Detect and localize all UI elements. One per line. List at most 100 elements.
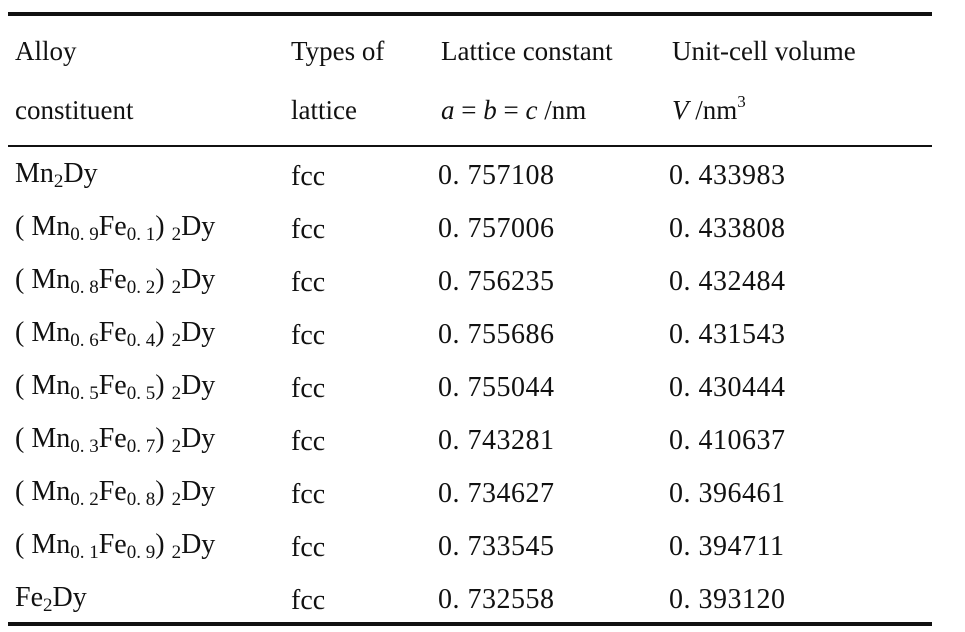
subscript: 0. 3: [70, 436, 99, 457]
equals-sign: =: [496, 95, 526, 125]
element-symbol: Fe: [15, 582, 43, 613]
alloy-cell: Mn2Dy: [15, 158, 98, 192]
symbol-c: c: [525, 95, 538, 125]
paren-open: (: [15, 529, 32, 560]
subscript: 0. 5: [70, 383, 99, 404]
paren-close: ): [155, 476, 172, 507]
volume-cell: 0. 393120: [669, 584, 786, 615]
paren-open: (: [15, 423, 32, 454]
paren-close: ): [155, 264, 172, 295]
alloy-cell: ( Mn0. 1Fe0. 9) 2Dy: [15, 529, 215, 563]
header-lattice-type-line2: lattice: [291, 95, 357, 125]
element-symbol: Mn: [31, 476, 71, 507]
element-symbol: Fe: [98, 476, 127, 507]
subscript: 0. 6: [70, 330, 99, 351]
equals-sign: =: [454, 95, 484, 125]
lattice-type-cell: fcc: [291, 267, 326, 298]
element-symbol: Mn: [31, 317, 71, 348]
table-top-rule: [8, 12, 932, 16]
volume-cell: 0. 433808: [669, 213, 786, 244]
volume-cell: 0. 430444: [669, 372, 786, 403]
paren-close: ): [155, 529, 172, 560]
symbol-a: a: [441, 95, 455, 125]
header-lattice-constant-line1: Lattice constant: [441, 36, 613, 66]
paren-close: ): [155, 370, 172, 401]
header-rule: [8, 145, 932, 147]
subscript: 2: [171, 383, 182, 404]
volume-cell: 0. 431543: [669, 319, 786, 350]
subscript: 2: [171, 277, 182, 298]
subscript: 0. 1: [70, 542, 99, 563]
subscript: 0. 2: [126, 277, 156, 298]
subscript: 2: [171, 330, 182, 351]
element-symbol: Mn: [15, 158, 54, 189]
header-volume-line2: V /nm3: [672, 93, 746, 125]
lattice-constant-cell: 0. 755044: [438, 372, 555, 403]
subscript: 2: [171, 436, 182, 457]
header-lattice-type-line1: Types of: [291, 36, 385, 66]
paren-close: ): [155, 317, 172, 348]
element-symbol: Fe: [98, 423, 127, 454]
subscript: 0. 9: [126, 542, 156, 563]
subscript: 2: [171, 224, 182, 245]
subscript: 0. 9: [70, 224, 99, 245]
lattice-constant-cell: 0. 757108: [438, 160, 555, 191]
subscript: 2: [43, 595, 53, 616]
paren-open: (: [15, 370, 32, 401]
volume-cell: 0. 396461: [669, 478, 786, 509]
alloy-cell: Fe2Dy: [15, 582, 87, 616]
element-symbol: Dy: [63, 158, 98, 189]
subscript: 0. 4: [126, 330, 156, 351]
element-symbol: Dy: [181, 423, 216, 454]
paren-open: (: [15, 317, 32, 348]
lattice-constant-cell: 0. 733545: [438, 531, 555, 562]
lattice-type-cell: fcc: [291, 214, 326, 245]
element-symbol: Mn: [31, 529, 71, 560]
element-symbol: Mn: [31, 211, 71, 242]
subscript: 2: [171, 489, 182, 510]
alloy-cell: ( Mn0. 2Fe0. 8) 2Dy: [15, 476, 215, 510]
table-bottom-rule: [8, 622, 932, 626]
alloy-cell: ( Mn0. 8Fe0. 2) 2Dy: [15, 264, 215, 298]
header-alloy-line2: constituent: [15, 95, 134, 125]
volume-cell: 0. 432484: [669, 266, 786, 297]
lattice-constant-cell: 0. 732558: [438, 584, 555, 615]
element-symbol: Mn: [31, 264, 71, 295]
element-symbol: Dy: [181, 211, 216, 242]
alloy-cell: ( Mn0. 6Fe0. 4) 2Dy: [15, 317, 215, 351]
subscript: 0. 1: [126, 224, 156, 245]
element-symbol: Fe: [98, 529, 127, 560]
lattice-constant-cell: 0. 734627: [438, 478, 555, 509]
subscript: 0. 8: [126, 489, 156, 510]
lattice-constant-cell: 0. 756235: [438, 266, 555, 297]
lattice-type-cell: fcc: [291, 532, 326, 563]
alloy-cell: ( Mn0. 9Fe0. 1) 2Dy: [15, 211, 216, 245]
unit-nm: /nm: [688, 95, 738, 125]
element-symbol: Mn: [31, 370, 71, 401]
subscript: 2: [53, 171, 64, 192]
lattice-type-cell: fcc: [291, 373, 326, 404]
volume-cell: 0. 410637: [669, 425, 786, 456]
element-symbol: Dy: [181, 370, 216, 401]
element-symbol: Dy: [52, 582, 87, 613]
subscript: 2: [171, 542, 182, 563]
subscript: 0. 5: [126, 383, 156, 404]
symbol-b: b: [483, 95, 497, 125]
subscript: 0. 2: [70, 489, 99, 510]
subscript: 0. 8: [70, 277, 99, 298]
element-symbol: Mn: [31, 423, 71, 454]
lattice-constant-cell: 0. 757006: [438, 213, 555, 244]
lattice-type-cell: fcc: [291, 585, 326, 616]
lattice-type-cell: fcc: [291, 479, 326, 510]
header-alloy-line1: Alloy: [15, 36, 77, 66]
volume-cell: 0. 394711: [669, 531, 785, 562]
alloy-cell: ( Mn0. 3Fe0. 7) 2Dy: [15, 423, 216, 457]
element-symbol: Fe: [98, 370, 127, 401]
unit-nm: /nm: [537, 95, 587, 125]
paren-open: (: [15, 476, 32, 507]
paren-close: ): [155, 423, 172, 454]
symbol-v: V: [672, 95, 689, 125]
paren-close: ): [155, 211, 172, 242]
lattice-constant-cell: 0. 743281: [438, 425, 555, 456]
lattice-constant-cell: 0. 755686: [438, 319, 555, 350]
